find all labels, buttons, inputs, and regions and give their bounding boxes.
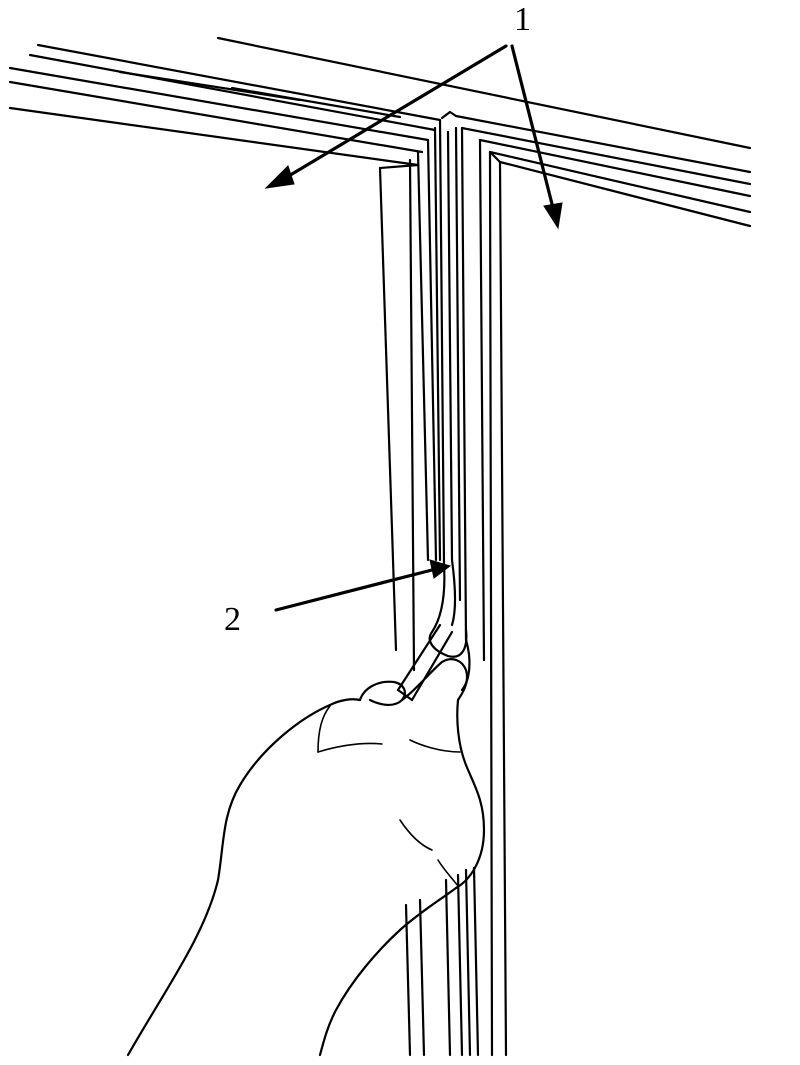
callout-1-leader-right — [510, 44, 555, 210]
left-sash — [378, 118, 446, 672]
lower-channel — [404, 866, 480, 1057]
callout-1-label: 1 — [514, 1, 531, 38]
top-frame-right — [216, 36, 752, 228]
callout-1-leader-left — [280, 44, 508, 182]
callout-1-arrowhead-left — [264, 165, 295, 189]
right-sash — [478, 138, 508, 1057]
top-frame-left — [8, 43, 442, 167]
center-mullion — [440, 110, 468, 642]
callout-2: 2 — [224, 559, 452, 638]
callout-2-label: 2 — [224, 601, 241, 638]
hand — [126, 658, 486, 1057]
seal-strip — [428, 558, 471, 692]
callout-2-arrowhead — [429, 559, 452, 579]
tool-blade — [396, 623, 454, 702]
callout-1: 1 — [264, 1, 563, 230]
callout-2-leader — [274, 568, 434, 612]
callout-1-arrowhead-right — [543, 202, 563, 230]
